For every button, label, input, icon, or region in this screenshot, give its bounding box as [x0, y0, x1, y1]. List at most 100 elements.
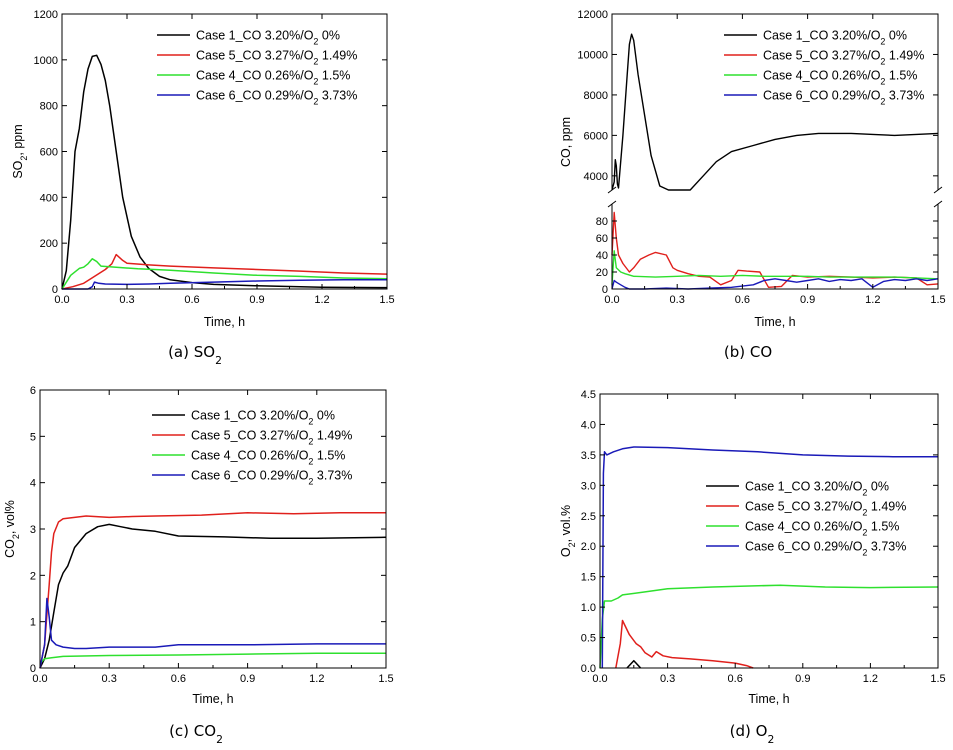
y-tick-label: 10000 — [577, 49, 608, 61]
legend-label-4-part: 2 — [880, 97, 885, 107]
legend-label-1-part: 0% — [867, 480, 889, 494]
x-tick-label: 0.6 — [171, 673, 186, 685]
legend-label-4-part: 2 — [313, 97, 318, 107]
y-axis-label: CO2, vol% — [3, 500, 21, 558]
legend-label-1-part: 2 — [313, 37, 318, 47]
caption: (b) CO — [724, 343, 772, 361]
y-axis-label-part: CO — [3, 539, 17, 558]
y-axis-label-part: SO — [11, 160, 25, 178]
y-tick-label: 200 — [40, 238, 58, 250]
legend-label-2-part: 2 — [308, 437, 313, 447]
legend-label-3-part: Case 4_CO 0.26%/O — [196, 69, 314, 83]
legend-label-2: Case 5_CO 3.27%/O2 1.49% — [763, 49, 924, 67]
y-tick-label: 2 — [30, 570, 36, 582]
series-line-case-2 — [61, 253, 388, 290]
y-axis-label-part: , ppm — [11, 124, 25, 155]
legend-label-4-part: 3.73% — [313, 469, 352, 483]
y-tick-label: 2.5 — [581, 511, 596, 523]
series-line-case-4 — [62, 279, 387, 290]
series-line-case-3 — [599, 584, 939, 669]
y-tick-label: 400 — [40, 192, 58, 204]
y-tick-label: 800 — [40, 101, 58, 113]
legend-label-1-part: 2 — [880, 37, 885, 47]
y-tick-label: 3.5 — [581, 450, 596, 462]
legend-label-4: Case 6_CO 0.29%/O2 3.73% — [191, 469, 352, 487]
legend-label-3-part: 2 — [308, 457, 313, 467]
x-tick-label: 0.9 — [800, 294, 815, 306]
legend-label-1: Case 1_CO 3.20%/O2 0% — [191, 409, 335, 427]
y-tick-label: 3 — [30, 524, 36, 536]
y-axis-label-part: CO, ppm — [559, 117, 573, 167]
legend-label-3-part: 1.5% — [885, 69, 917, 83]
series-line-case-4 — [39, 597, 386, 669]
legend-label-4: Case 6_CO 0.29%/O2 3.73% — [745, 540, 906, 558]
y-tick-label: 1200 — [34, 9, 58, 21]
legend-label-3: Case 4_CO 0.26%/O2 1.5% — [196, 69, 350, 87]
y-tick-label: 0.5 — [581, 633, 596, 645]
legend-label-1-part: 2 — [308, 417, 313, 427]
legend-label-4-part: Case 6_CO 0.29%/O — [191, 469, 309, 483]
legend-label-4-part: 2 — [308, 477, 313, 487]
y-axis-label: O2, vol.% — [559, 505, 577, 557]
series-line-case-3 — [61, 258, 388, 290]
x-tick-label: 0.9 — [795, 673, 810, 685]
legend-label-3: Case 4_CO 0.26%/O2 1.5% — [763, 69, 917, 87]
legend-label-1-part: Case 1_CO 3.20%/O — [191, 409, 309, 423]
legend-label-2-part: Case 5_CO 3.27%/O — [196, 49, 314, 63]
legend-label-1-part: 0% — [313, 409, 335, 423]
x-tick-label: 1.5 — [930, 294, 945, 306]
x-axis-label: Time, h — [192, 692, 233, 706]
y-tick-label: 6000 — [584, 130, 608, 142]
legend-label-2-part: Case 5_CO 3.27%/O — [191, 429, 309, 443]
legend-label-3-part: Case 4_CO 0.26%/O — [191, 449, 309, 463]
caption-part: (c) CO — [169, 722, 216, 740]
y-tick-label: 4.5 — [581, 389, 596, 401]
x-axis-label: Time, h — [754, 315, 795, 329]
x-tick-label: 1.2 — [863, 673, 878, 685]
x-axis-label: Time, h — [748, 692, 789, 706]
legend-label-1-part: Case 1_CO 3.20%/O — [763, 29, 881, 43]
legend-label-2: Case 5_CO 3.27%/O2 1.49% — [745, 500, 906, 518]
legend-label-2-part: 2 — [862, 508, 867, 518]
y-tick-label: 4.0 — [581, 419, 596, 431]
y-axis-label: SO2, ppm — [11, 124, 29, 178]
legend-label-4: Case 6_CO 0.29%/O2 3.73% — [763, 89, 924, 107]
series-line-case-3 — [611, 250, 939, 285]
caption-part: 2 — [215, 354, 222, 367]
axis-break-mark — [933, 200, 943, 208]
y-axis-label-part: O — [559, 547, 573, 557]
x-tick-label: 0.3 — [119, 294, 134, 306]
legend-label-3-part: Case 4_CO 0.26%/O — [745, 520, 863, 534]
y-tick-label: 1 — [30, 617, 36, 629]
legend-label-4-part: 3.73% — [867, 540, 906, 554]
legend-label-3-part: 2 — [313, 77, 318, 87]
y-tick-label: 12000 — [577, 9, 608, 21]
x-tick-label: 0.3 — [670, 294, 685, 306]
legend-label-4-part: 3.73% — [318, 89, 357, 103]
x-tick-label: 0.6 — [728, 673, 743, 685]
caption-part: (a) SO — [168, 343, 215, 361]
series-line-case-3 — [39, 652, 386, 664]
legend-label-1: Case 1_CO 3.20%/O2 0% — [196, 29, 340, 47]
legend-label-3-part: 1.5% — [313, 449, 345, 463]
caption-part: (d) O — [730, 722, 768, 740]
y-tick-label: 6 — [30, 385, 36, 397]
y-tick-label: 3.0 — [581, 480, 596, 492]
axis-break-mark — [933, 186, 943, 194]
legend-label-3: Case 4_CO 0.26%/O2 1.5% — [745, 520, 899, 538]
series-line-case-4 — [611, 278, 939, 290]
series-line-case-1 — [39, 523, 387, 669]
legend-label-3-part: Case 4_CO 0.26%/O — [763, 69, 881, 83]
y-axis-label-part: 2 — [11, 534, 21, 539]
y-tick-label: 0.0 — [581, 663, 596, 675]
series-line-case-1 — [611, 33, 939, 191]
y-tick-label: 4 — [30, 478, 36, 490]
y-tick-label: 60 — [596, 233, 608, 245]
legend-label-4-part: Case 6_CO 0.29%/O — [196, 89, 314, 103]
x-tick-label: 1.2 — [309, 673, 324, 685]
legend-label-1: Case 1_CO 3.20%/O2 0% — [745, 480, 889, 498]
legend-label-1-part: 0% — [318, 29, 340, 43]
legend-label-2-part: Case 5_CO 3.27%/O — [763, 49, 881, 63]
y-tick-label: 1000 — [34, 55, 58, 67]
